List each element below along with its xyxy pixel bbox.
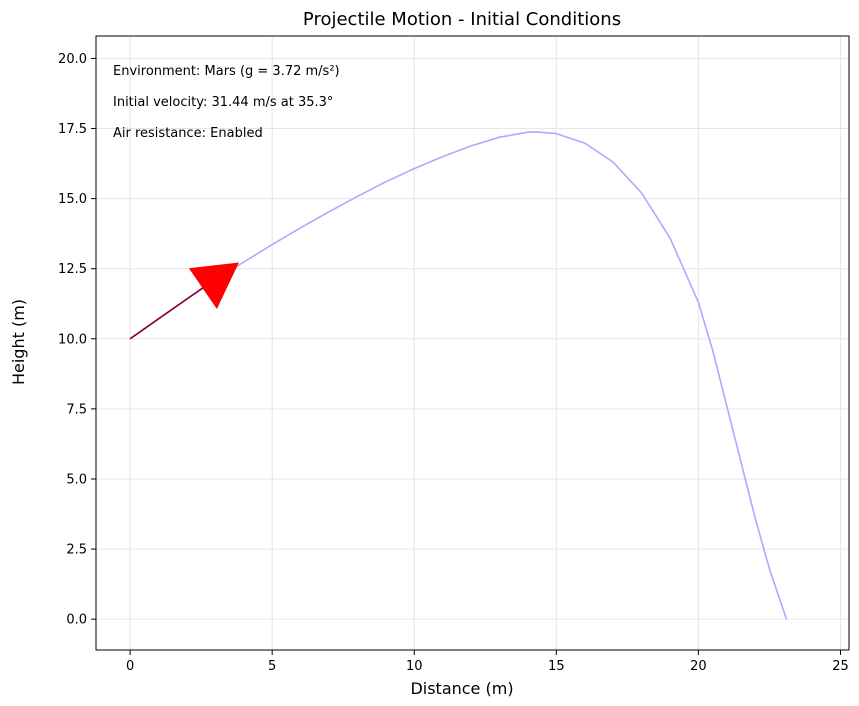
annotation-air-resistance: Air resistance: Enabled	[113, 126, 263, 141]
annotation-environment: Environment: Mars (g = 3.72 m/s²)	[113, 64, 340, 79]
y-tick-label: 20.0	[58, 52, 87, 67]
y-tick-label: 2.5	[66, 543, 87, 558]
plot-frame	[95, 35, 850, 651]
y-tick-label: 10.0	[58, 332, 87, 347]
y-tick-label: 5.0	[66, 472, 87, 487]
x-tick-label: 15	[548, 659, 565, 674]
velocity-arrow-head	[188, 262, 239, 309]
x-tick-label: 20	[690, 659, 707, 674]
trajectory-line	[129, 131, 788, 620]
x-tick-label: 10	[406, 659, 423, 674]
y-tick-label: 15.0	[58, 192, 87, 207]
x-axis-label: Distance (m)	[410, 679, 513, 698]
x-tick-label: 25	[832, 659, 849, 674]
chart-title: Projectile Motion - Initial Conditions	[303, 9, 621, 30]
x-tick-label: 5	[268, 659, 276, 674]
annotation-velocity: Initial velocity: 31.44 m/s at 35.3°	[113, 95, 333, 110]
y-axis-label: Height (m)	[9, 299, 28, 385]
y-tick-label: 17.5	[58, 122, 87, 137]
ticks: 0 5 10 15 20 25 0.0 2.5 5.0 7.5 10.0 12.5 15.0 17.5 20…	[58, 52, 849, 674]
annotations: Environment: Mars (g = 3.72 m/s²) Initia…	[113, 64, 340, 141]
y-tick-label: 0.0	[66, 613, 87, 628]
x-tick-label: 0	[126, 659, 134, 674]
plot-data	[129, 131, 788, 620]
y-tick-label: 12.5	[58, 262, 87, 277]
y-tick-label: 7.5	[66, 402, 87, 417]
